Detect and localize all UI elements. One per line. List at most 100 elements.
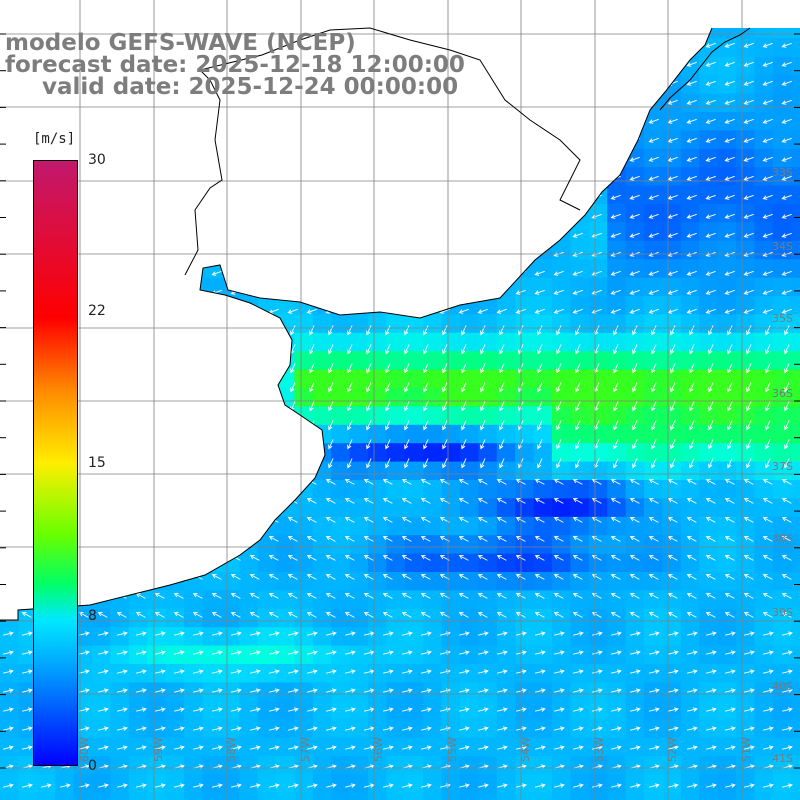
wind-cell [717,627,737,647]
wind-cell [644,167,663,187]
wind-cell [220,682,240,702]
wind-cell [496,535,516,555]
wind-arrow [705,80,716,86]
wind-arrow [344,669,356,674]
wind-arrow [192,783,204,788]
wind-cell [662,737,682,757]
wind-cell [496,406,516,426]
wind-arrow [192,631,204,636]
wind-cell [533,792,553,800]
wind-cell [441,461,461,481]
wind-cell [276,737,295,757]
wind-cell [791,296,800,315]
wind-cell [386,406,406,426]
wind-arrow [632,325,638,336]
wind-cell [294,498,314,518]
wind-cell [478,351,498,371]
wind-arrow [686,574,697,580]
wind-cell [680,351,700,371]
wind-arrow [249,650,261,655]
wind-arrow [97,726,109,731]
wind-cell [607,590,627,610]
wind-cell [717,38,737,58]
wind-arrow [423,420,429,431]
wind-arrow [287,593,298,599]
wind-cell [625,480,645,499]
wind-arrow [192,688,204,693]
wind-cell [496,332,516,352]
wind-cell [736,167,755,187]
wind-cell [423,498,443,518]
wind-cell [18,645,38,665]
wind-cell [717,222,737,242]
wind-arrow [97,745,109,750]
wind-arrow [648,593,659,599]
wind-arrow [344,517,355,523]
wind-cell [147,719,167,739]
wind-cell [607,700,627,720]
wind-cell [644,516,663,536]
wind-cell [312,774,332,794]
wind-arrow [306,574,317,580]
wind-cell [460,351,479,371]
wind-arrow [651,382,657,393]
wind-cell [441,535,461,555]
wind-cell [607,572,627,591]
wind-arrow [743,61,754,67]
wind-cell [625,498,645,518]
wind-arrow [651,363,657,374]
wind-cell [772,424,792,444]
wind-arrow [499,382,505,393]
wind-arrow [401,688,413,693]
wind-arrow [458,688,470,693]
wind-arrow [743,99,754,105]
wind-cell [552,277,571,297]
wind-arrow [610,536,621,542]
wind-cell [18,682,38,702]
wind-arrow [382,498,393,504]
wind-arrow [765,344,771,355]
wind-cell [276,700,295,720]
wind-cell [717,535,737,555]
wind-arrow [572,308,583,314]
wind-cell [533,535,553,555]
wind-arrow [762,536,773,542]
wind-arrow [572,593,583,599]
wind-cell [736,240,755,260]
wind-cell [423,424,443,444]
wind-cell [588,553,608,573]
wind-arrow [648,308,659,314]
wind-arrow [724,80,735,86]
wind-arrow [496,479,507,485]
wind-arrow [420,555,431,561]
wind-arrow [21,745,33,750]
wind-arrow [591,631,603,636]
wind-cell [147,700,167,720]
wind-arrow [401,536,412,542]
wind-cell [772,737,792,757]
longitude-labels: 60W 59W 58W 57W 56W 55W 54W 53W 52W 51W [78,737,753,762]
wind-arrow [2,631,14,636]
wind-cell [460,553,479,573]
wind-arrow [553,574,564,580]
wind-arrow [629,745,641,750]
wind-cell [441,774,461,794]
wind-cell [386,332,406,352]
wind-cell [644,351,663,371]
wind-cell [625,553,645,573]
wind-cell [331,645,351,665]
wind-cell [754,590,774,610]
wind-cell [110,792,130,800]
wind-cell [533,664,553,683]
wind-arrow [743,479,754,485]
wind-arrow [553,612,564,618]
wind-cell [754,664,774,683]
wind-cell [791,424,800,444]
wind-arrow [743,156,754,162]
border-lagoon [659,27,751,111]
wind-cell [717,259,737,279]
wind-arrow [743,650,755,655]
wind-arrow [97,650,109,655]
wind-cell [588,259,608,279]
wind-cell [220,774,240,794]
